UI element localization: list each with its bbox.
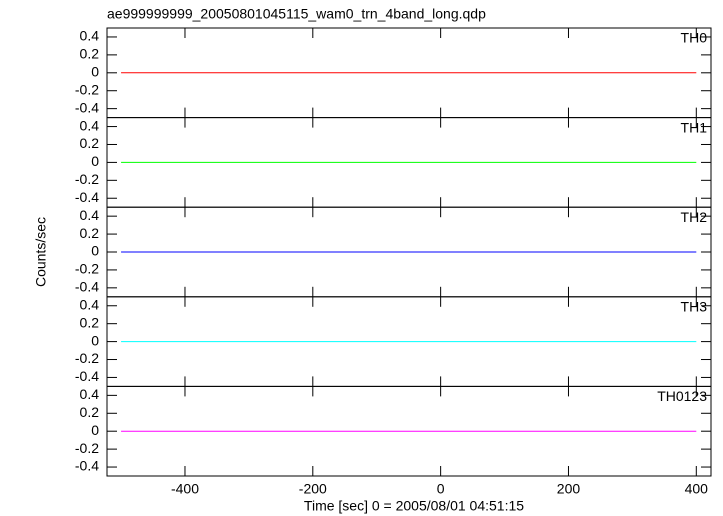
chart-title: ae999999999_20050801045115_wam0_trn_4ban… (107, 6, 486, 22)
y-tick-label: -0.2 (75, 261, 99, 277)
series-label: TH2 (681, 209, 708, 225)
y-tick-label: 0 (91, 422, 99, 438)
y-tick-label: 0.4 (80, 296, 100, 312)
y-tick-label: 0 (91, 243, 99, 259)
x-tick-label: 200 (557, 481, 581, 497)
y-tick-label: -0.2 (75, 81, 99, 97)
series-label: TH0 (681, 30, 708, 46)
y-tick-label: 0.2 (80, 135, 100, 151)
y-tick-label: -0.4 (75, 99, 99, 115)
x-tick-label: -400 (171, 481, 199, 497)
y-tick-label: 0 (91, 153, 99, 169)
y-tick-label: 0.2 (80, 225, 100, 241)
y-tick-label: 0.2 (80, 46, 100, 62)
y-axis-label: Counts/sec (33, 217, 49, 287)
y-tick-label: -0.2 (75, 350, 99, 366)
series-label: TH0123 (657, 388, 707, 404)
x-tick-label: 400 (685, 481, 709, 497)
y-tick-label: -0.4 (75, 368, 99, 384)
y-tick-label: 0.4 (80, 386, 100, 402)
series-label: TH1 (681, 119, 708, 135)
x-axis-label: Time [sec] 0 = 2005/08/01 04:51:15 (304, 498, 524, 514)
y-tick-label: 0.4 (80, 28, 100, 44)
y-tick-label: -0.4 (75, 458, 99, 474)
y-tick-label: 0.2 (80, 314, 100, 330)
y-tick-label: 0 (91, 64, 99, 80)
y-tick-label: 0.4 (80, 117, 100, 133)
y-tick-label: -0.4 (75, 279, 99, 295)
y-tick-label: -0.4 (75, 189, 99, 205)
y-tick-label: -0.2 (75, 440, 99, 456)
x-tick-label: 0 (437, 481, 445, 497)
y-tick-label: 0.2 (80, 404, 100, 420)
y-tick-label: 0.4 (80, 207, 100, 223)
series-label: TH3 (681, 299, 708, 315)
y-tick-label: 0 (91, 332, 99, 348)
x-tick-label: -200 (299, 481, 327, 497)
y-tick-label: -0.2 (75, 171, 99, 187)
